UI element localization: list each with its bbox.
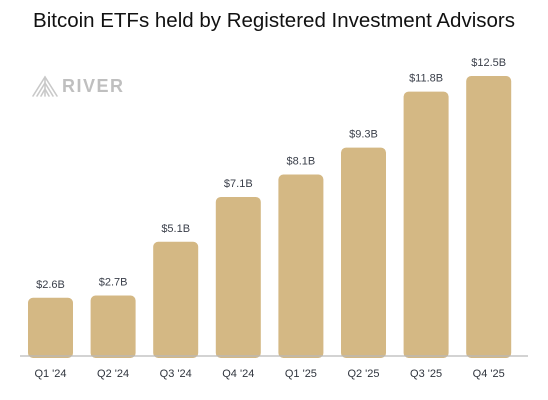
bar-6	[403, 91, 449, 359]
x-tick-label-2: Q3 '24	[160, 368, 192, 380]
bar-value-label-2: $5.1B	[161, 223, 190, 235]
x-tick-label-7: Q4 '25	[473, 368, 505, 380]
brand-name: RIVER	[62, 75, 125, 96]
river-mountain-icon	[32, 75, 58, 97]
bar-value-label-4: $8.1B	[287, 156, 316, 168]
x-tick-label-4: Q1 '25	[285, 368, 317, 380]
bar-value-label-0: $2.6B	[36, 279, 65, 291]
bar-value-label-5: $9.3B	[349, 129, 378, 141]
x-tick-label-1: Q2 '24	[97, 368, 129, 380]
chart-title: Bitcoin ETFs held by Registered Investme…	[33, 9, 515, 32]
bar-4	[278, 174, 324, 358]
bar-value-label-3: $7.1B	[224, 178, 253, 190]
bar-5	[341, 147, 386, 358]
x-tick-labels-group: Q1 '24 Q2 '24 Q3 '24 Q4 '24 Q1 '25 Q2 '25 Q3 '…	[34, 368, 504, 380]
bars-group	[28, 76, 512, 359]
bar-value-label-6: $11.8B	[409, 73, 443, 85]
bar-value-label-1: $2.7B	[99, 277, 128, 289]
bar-1	[90, 295, 136, 358]
x-tick-label-0: Q1 '24	[34, 368, 66, 380]
bar-2	[153, 241, 199, 358]
x-tick-label-5: Q2 '25	[347, 368, 379, 380]
river-logo: RIVER	[32, 74, 125, 98]
bar-7	[466, 76, 512, 358]
bar-0	[28, 297, 73, 358]
bar-value-label-7: $12.5B	[471, 57, 506, 69]
bar-3	[215, 196, 261, 358]
x-tick-label-3: Q4 '24	[222, 368, 254, 380]
value-labels-group: $2.6B $2.7B $5.1B $7.1B $8.1B $9.3B $11.8B $12.…	[36, 57, 506, 291]
x-tick-label-6: Q3 '25	[410, 368, 442, 380]
